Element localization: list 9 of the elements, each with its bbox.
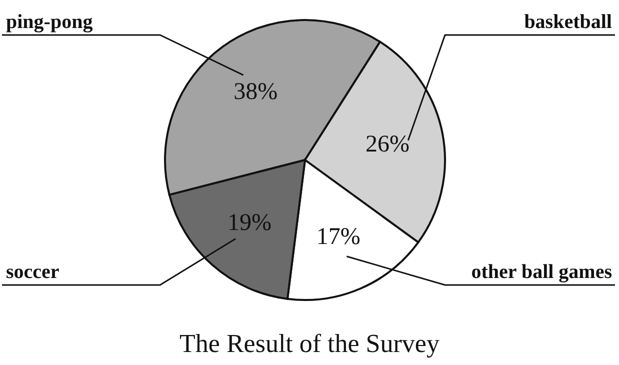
slice-label: soccer bbox=[6, 261, 60, 283]
slice-label: ping-pong bbox=[6, 11, 93, 33]
text: The Result of the Survey bbox=[180, 329, 440, 358]
data-label: 17% bbox=[316, 224, 360, 250]
slice-label: basketball bbox=[524, 11, 612, 33]
data-label: 38% bbox=[234, 79, 278, 106]
slice-label: other ball games bbox=[471, 261, 612, 283]
data-label: 19% bbox=[227, 210, 272, 236]
data-label: 26% bbox=[366, 131, 410, 158]
